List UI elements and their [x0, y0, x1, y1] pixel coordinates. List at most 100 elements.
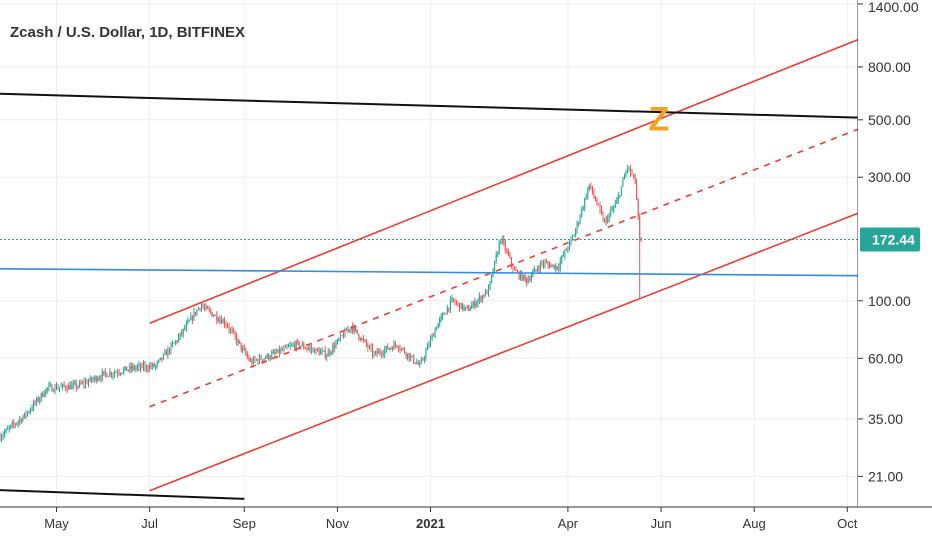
candle-body: [17, 421, 19, 424]
candle-body: [396, 345, 398, 347]
candle-body: [115, 372, 117, 374]
candle-body: [40, 393, 42, 399]
candle-body: [8, 427, 10, 429]
candle-body: [601, 209, 602, 214]
candle-body: [364, 339, 366, 341]
x-tick-label: Oct: [837, 516, 858, 531]
candle-body: [225, 324, 227, 326]
candle-body: [146, 365, 148, 369]
trend-lines[interactable]: [0, 38, 859, 500]
y-axis-panel[interactable]: [858, 0, 932, 507]
candle-body: [101, 372, 103, 379]
candle-body: [459, 303, 460, 309]
candle-body: [277, 349, 279, 353]
candle-body: [596, 200, 598, 205]
candle-body: [81, 382, 83, 384]
chart-title: Zcash / U.S. Dollar, 1D, BITFINEX: [10, 24, 245, 41]
candle-body: [88, 381, 89, 384]
candle-body: [39, 398, 41, 401]
candle-body: [404, 348, 406, 353]
candle-body: [262, 359, 264, 361]
candle-body: [34, 402, 36, 404]
x-ticks: May Jul Sep Nov 2021 Apr Jun Aug Oct: [44, 507, 858, 531]
candle-body: [289, 345, 291, 347]
candle-body: [488, 287, 489, 294]
candle-body: [561, 255, 563, 261]
candle-body: [627, 167, 628, 172]
candle-body: [604, 220, 606, 222]
candle-body: [59, 387, 60, 389]
candle-body: [506, 250, 508, 252]
candle-body: [194, 312, 196, 315]
candle-body: [340, 335, 341, 339]
candle-body: [475, 303, 477, 307]
candle-body: [43, 394, 45, 397]
candle-body: [593, 192, 595, 197]
candle-body: [619, 195, 621, 197]
candle-body: [312, 348, 314, 350]
candle-body: [266, 354, 268, 358]
candle-body: [408, 353, 410, 359]
candle-body: [543, 262, 544, 265]
candle-body: [449, 300, 451, 310]
candle-body: [634, 175, 636, 182]
candle-body: [1, 437, 2, 440]
candle-body: [314, 348, 315, 354]
candle-body: [220, 319, 222, 324]
candle-body: [246, 354, 248, 357]
candle-body: [65, 386, 67, 389]
candle-body: [326, 356, 328, 358]
candle-body: [11, 423, 13, 426]
candle-body: [336, 339, 338, 344]
candle-body: [422, 359, 424, 361]
candle-body: [118, 373, 120, 375]
candle-body: [362, 338, 364, 340]
candle-body: [385, 346, 387, 350]
x-tick-label: Jul: [141, 516, 158, 531]
support-black[interactable]: [0, 489, 245, 500]
candle-body: [381, 353, 383, 355]
candle-body: [217, 320, 219, 322]
candle-body: [463, 307, 465, 310]
candle-body: [20, 419, 22, 422]
candle-body: [280, 349, 282, 354]
candle-body: [92, 378, 94, 381]
candle-body: [230, 329, 231, 331]
candle-body: [616, 200, 618, 204]
candle-body: [365, 340, 367, 345]
candle-body: [439, 319, 441, 324]
candle-body: [77, 386, 79, 388]
horizontal-blue[interactable]: [0, 268, 859, 277]
y-tick-label: 800.00: [868, 59, 911, 75]
candle-body: [585, 197, 587, 199]
channel-lower[interactable]: [149, 212, 859, 492]
candle-body: [599, 204, 601, 209]
candle-body: [112, 374, 114, 376]
candle-body: [143, 364, 144, 369]
candle-body: [329, 351, 331, 354]
candle-body: [614, 203, 616, 207]
candle-body: [48, 385, 50, 388]
candle-body: [452, 297, 454, 301]
candle-body: [69, 385, 71, 390]
channel-upper[interactable]: [149, 38, 859, 324]
candle-body: [414, 362, 416, 364]
candle-body: [170, 344, 172, 352]
x-axis-panel[interactable]: [0, 507, 932, 550]
candle-body: [477, 300, 479, 304]
candle-body: [91, 377, 93, 381]
resistance-black[interactable]: [0, 92, 859, 119]
candle-body: [573, 235, 575, 237]
candle-body: [622, 179, 624, 187]
candle-body: [591, 186, 593, 193]
candle-body: [558, 267, 560, 269]
candle-body: [14, 424, 16, 426]
candle-body: [471, 305, 473, 309]
candle-body: [278, 349, 280, 354]
candle-body: [527, 279, 529, 283]
candle-body: [454, 301, 456, 303]
candle-body: [630, 167, 631, 173]
candle-body: [223, 320, 225, 325]
